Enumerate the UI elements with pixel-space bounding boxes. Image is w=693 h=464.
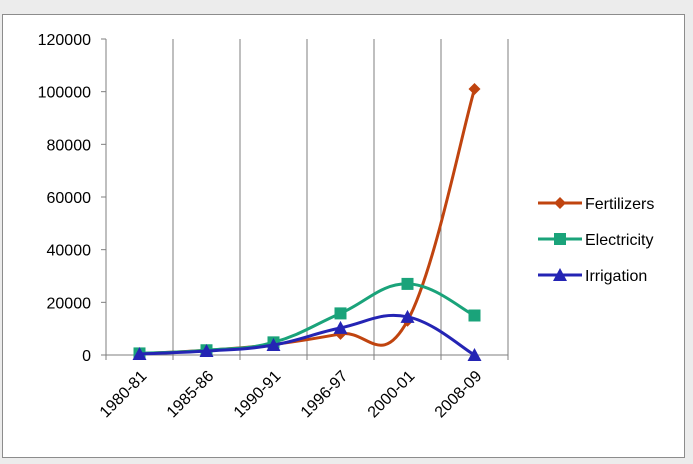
axes (101, 38, 509, 360)
electricity-data-point (401, 277, 414, 290)
y-tick-label: 0 (82, 348, 91, 365)
irrigation-legend-label: Irrigation (585, 268, 647, 285)
irrigation-data-point (199, 344, 214, 358)
series-lines (132, 83, 482, 361)
x-tick-label: 2000-01 (365, 368, 419, 422)
vertical-gridlines (172, 39, 509, 355)
x-tick-label: 1996-97 (298, 368, 352, 422)
y-tick-label: 60000 (47, 190, 92, 207)
chart-frame (2, 14, 685, 458)
y-tick-label: 120000 (38, 32, 91, 49)
irrigation-legend-marker (553, 268, 567, 281)
fertilizers-data-point (468, 83, 481, 96)
electricity-legend-label: Electricity (585, 232, 653, 249)
irrigation-series-line (139, 313, 476, 357)
x-tick-label: 1985-86 (164, 368, 218, 422)
x-tick-label: 1980-81 (97, 368, 151, 422)
irrigation-data-point (333, 320, 348, 334)
x-tick-label: 2008-09 (432, 368, 486, 422)
y-axis-tick-labels: 0 20000 40000 60000 80000 100000 120000 (38, 32, 91, 365)
fertilizers-legend-label: Fertilizers (585, 196, 654, 213)
electricity-data-point (468, 309, 481, 322)
irrigation-data-point (467, 348, 482, 361)
irrigation-data-point (266, 337, 281, 351)
y-tick-label: 20000 (47, 295, 92, 312)
legend: Fertilizers Electricity Irrigation (538, 196, 654, 285)
electricity-legend-marker (554, 233, 566, 245)
electricity-data-point (334, 307, 347, 320)
fertilizers-legend-marker (554, 197, 566, 209)
irrigation-data-point (400, 309, 415, 323)
x-tick-label: 1990-91 (231, 368, 285, 422)
y-tick-label: 80000 (47, 137, 92, 154)
y-tick-label: 100000 (38, 85, 91, 102)
x-axis-tick-labels: 1980-81 1985-86 1990-91 1996-97 2000-01 2008-… (97, 368, 486, 422)
irrigation-data-point (132, 346, 147, 360)
y-tick-label: 40000 (47, 243, 92, 260)
